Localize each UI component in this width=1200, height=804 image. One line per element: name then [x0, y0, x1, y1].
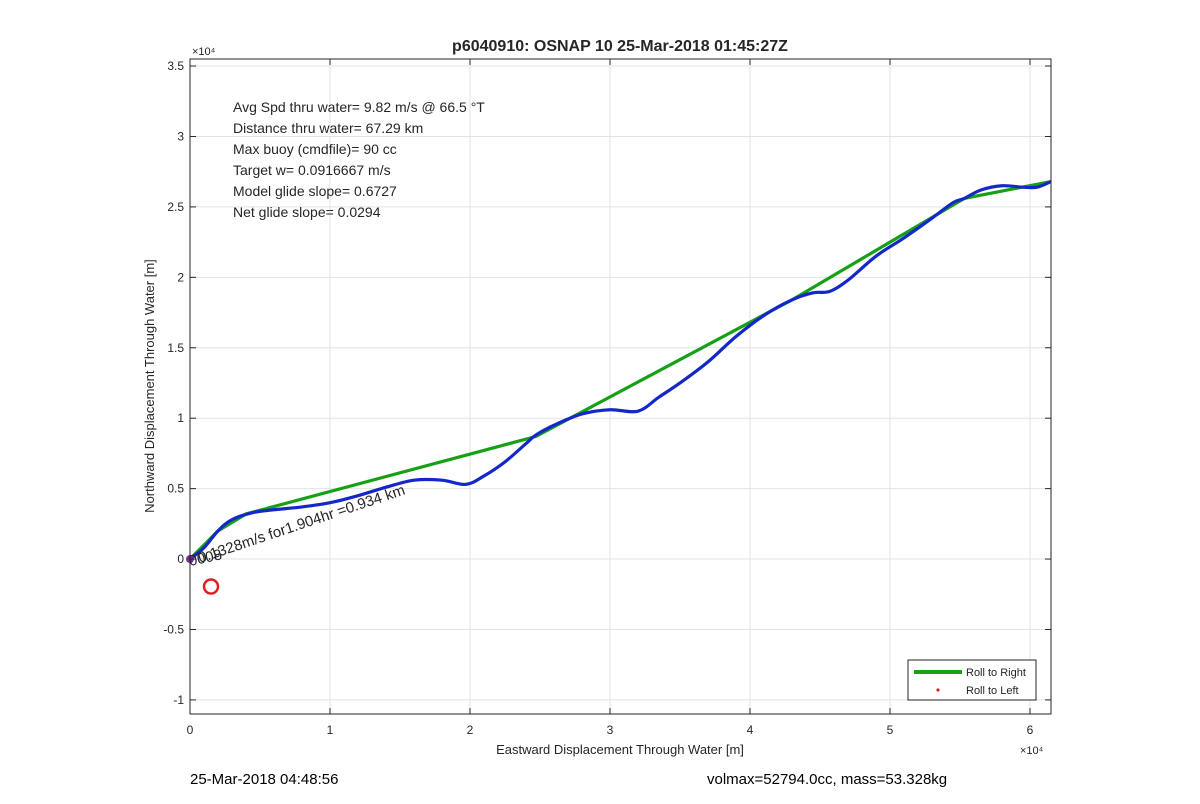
- y-tick-label: 3.5: [167, 59, 184, 73]
- x-tick-label: 3: [607, 723, 614, 737]
- annotation-avg-speed: Avg Spd thru water= 9.82 m/s @ 66.5 °T: [233, 99, 485, 115]
- y-tick-label: 3: [177, 129, 184, 143]
- y-tick-label: 0: [177, 552, 184, 566]
- grid: [189, 59, 1051, 714]
- legend-roll-right-label: Roll to Right: [966, 667, 1026, 679]
- x-tick-label: 2: [467, 723, 474, 737]
- y-tick-label: -1: [173, 693, 184, 707]
- x-exponent-label: ×10⁴: [1020, 745, 1044, 757]
- y-tick-label: 0.5: [167, 482, 184, 496]
- legend-roll-left-swatch: [936, 688, 940, 692]
- start-circle-marker: [202, 578, 220, 595]
- y-tick-label: 1.5: [167, 341, 184, 355]
- axis-ticks: 0 1 2 3 4 5 6 -1 -0.5 0 0.5 1 1.5 2 2.5 3 3.5: [163, 59, 1051, 737]
- start-label: 0008: [187, 546, 223, 570]
- chart-title: p6040910: OSNAP 10 25-Mar-2018 01:45:27Z: [452, 38, 788, 55]
- x-tick-label: 0: [187, 723, 194, 737]
- annotation-distance: Distance thru water= 67.29 km: [233, 120, 423, 136]
- legend: Roll to Right Roll to Left: [907, 659, 1037, 701]
- plot-frame: [189, 58, 1052, 715]
- footer-timestamp: 25-Mar-2018 04:48:56: [190, 771, 339, 788]
- x-tick-label: 6: [1027, 723, 1034, 737]
- annotation-target-w: Target w= 0.0916667 m/s: [233, 162, 391, 178]
- annotation-block: Avg Spd thru water= 9.82 m/s @ 66.5 °T D…: [233, 99, 485, 220]
- y-tick-label: -0.5: [163, 622, 184, 636]
- data-series: [190, 179, 1051, 561]
- x-tick-label: 1: [327, 723, 334, 737]
- y-axis-label: Northward Displacement Through Water [m]: [142, 259, 157, 513]
- series-line-2: [190, 179, 1051, 561]
- x-tick-label: 4: [747, 723, 754, 737]
- annotation-max-buoy: Max buoy (cmdfile)= 90 cc: [233, 141, 397, 157]
- annotation-model-glide: Model glide slope= 0.6727: [233, 183, 397, 199]
- x-axis-label: Eastward Displacement Through Water [m]: [496, 742, 744, 757]
- x-tick-label: 5: [887, 723, 894, 737]
- y-tick-label: 1: [177, 411, 184, 425]
- legend-box: [907, 659, 1037, 701]
- y-tick-label: 2: [177, 270, 184, 284]
- legend-roll-left-label: Roll to Left: [966, 685, 1019, 697]
- y-tick-label: 2.5: [167, 200, 184, 214]
- footer-mass-info: volmax=52794.0cc, mass=53.328kg: [707, 771, 948, 788]
- annotation-net-glide: Net glide slope= 0.0294: [233, 204, 381, 220]
- plot-area: [190, 59, 1051, 714]
- y-exponent-label: ×10⁴: [192, 46, 216, 58]
